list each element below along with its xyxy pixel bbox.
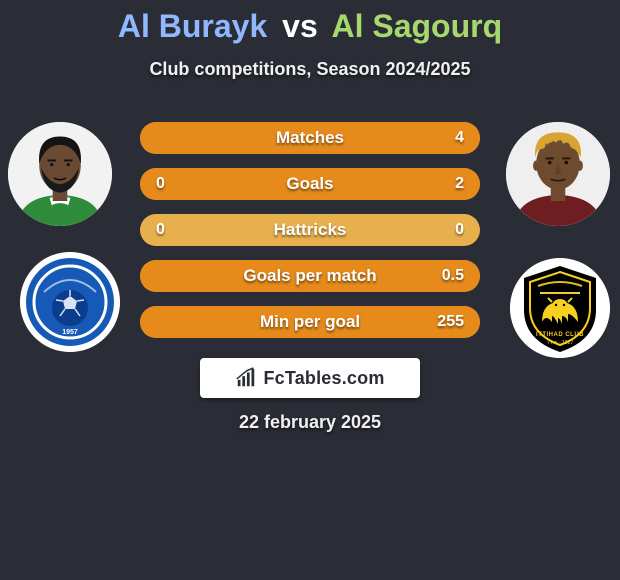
stat-label: Min per goal (140, 306, 480, 338)
stat-right-value: 0.5 (442, 260, 464, 292)
stat-right-value: 0 (455, 214, 464, 246)
stat-right-value: 4 (455, 122, 464, 154)
svg-text:ITTIHAD CLUB: ITTIHAD CLUB (536, 332, 584, 338)
chart-icon (235, 367, 257, 389)
date-label: 22 february 2025 (0, 412, 620, 433)
svg-text:1957: 1957 (62, 329, 78, 336)
brand-link[interactable]: FcTables.com (200, 358, 420, 398)
player2-avatar-svg (506, 122, 610, 226)
stat-right-value: 255 (437, 306, 464, 338)
page-title: Al Burayk vs Al Sagourq (0, 0, 620, 45)
stats-block: Matches 4 0 Goals 2 0 Hattricks 0 Goals … (140, 122, 480, 352)
stat-right-value: 2 (455, 168, 464, 200)
club1-badge: 1957 (20, 252, 120, 352)
player2-avatar (506, 122, 610, 226)
player1-avatar-svg (8, 122, 112, 226)
club2-badge-svg: ITTIHAD CLUB ١٩٢٧ · 1927 (510, 258, 610, 358)
club1-badge-svg: 1957 (20, 252, 120, 352)
stat-row: 0 Hattricks 0 (140, 214, 480, 246)
stat-label: Matches (140, 122, 480, 154)
player1-name: Al Burayk (118, 8, 267, 44)
stat-label: Hattricks (140, 214, 480, 246)
stat-label: Goals per match (140, 260, 480, 292)
stat-row: Matches 4 (140, 122, 480, 154)
stat-row: Goals per match 0.5 (140, 260, 480, 292)
stat-label: Goals (140, 168, 480, 200)
brand-text: FcTables.com (263, 368, 384, 389)
stat-row: Min per goal 255 (140, 306, 480, 338)
club2-badge: ITTIHAD CLUB ١٩٢٧ · 1927 (510, 258, 610, 358)
vs-label: vs (282, 8, 318, 44)
player1-avatar (8, 122, 112, 226)
player2-name: Al Sagourq (331, 8, 502, 44)
stat-row: 0 Goals 2 (140, 168, 480, 200)
subtitle: Club competitions, Season 2024/2025 (0, 59, 620, 80)
svg-text:١٩٢٧ · 1927: ١٩٢٧ · 1927 (547, 340, 574, 346)
